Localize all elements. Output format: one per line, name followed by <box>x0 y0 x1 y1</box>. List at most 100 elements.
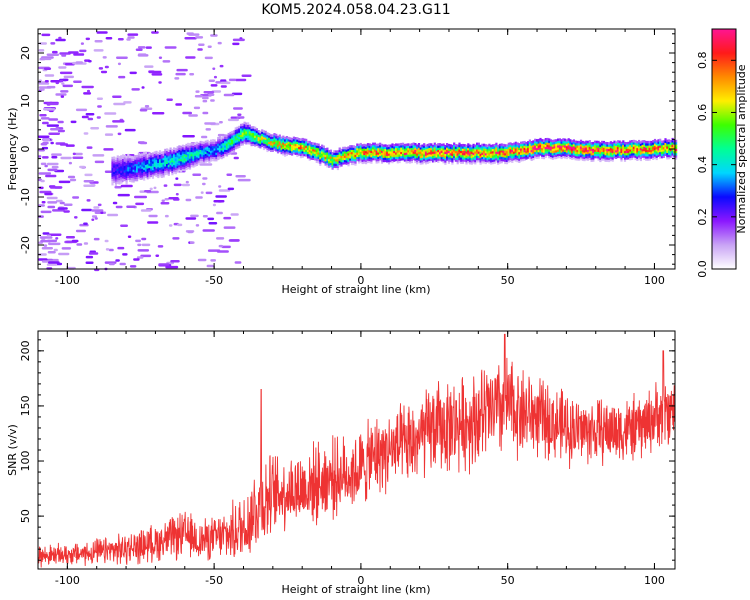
heatmap-cell <box>571 146 574 150</box>
heatmap-cell <box>241 125 244 129</box>
heatmap-cell <box>449 152 452 156</box>
heatmap-cell <box>421 148 424 152</box>
heatmap-cell <box>387 153 391 156</box>
heatmap-cell <box>382 155 385 158</box>
heatmap-cell <box>511 158 514 161</box>
heatmap-cell <box>456 153 459 156</box>
heatmap-cell <box>317 160 320 164</box>
heatmap-cell <box>195 141 199 145</box>
heatmap-cell <box>218 153 221 157</box>
heatmap-cell <box>134 157 137 160</box>
heatmap-cell <box>324 156 327 160</box>
heatmap-cell <box>338 156 341 159</box>
heatmap-cell <box>511 153 514 157</box>
heatmap-cell <box>120 170 123 173</box>
heatmap-cell <box>641 142 644 145</box>
heatmap-cell <box>435 146 438 149</box>
heatmap-cell <box>261 133 264 137</box>
heatmap-cell <box>129 168 132 172</box>
heatmap-cell <box>113 165 116 168</box>
heatmap-cell <box>194 159 197 163</box>
heatmap-cell <box>571 144 574 147</box>
heatmap-cell <box>81 115 89 119</box>
heatmap-cell <box>250 137 253 140</box>
heatmap-cell <box>400 158 403 161</box>
heatmap-cell <box>143 156 146 160</box>
heatmap-cell <box>268 148 271 151</box>
heatmap-cell <box>234 146 237 150</box>
heatmap-cell <box>350 147 354 150</box>
heatmap-cell <box>170 260 180 263</box>
heatmap-cell <box>565 150 568 153</box>
heatmap-cell <box>204 122 216 125</box>
heatmap-cell <box>481 143 484 147</box>
heatmap-cell <box>350 153 354 157</box>
heatmap-cell <box>164 151 167 154</box>
heatmap-cell <box>247 126 250 130</box>
heatmap-cell <box>380 150 384 153</box>
heatmap-cell <box>155 172 158 175</box>
heatmap-cell <box>169 151 172 155</box>
heatmap-cell <box>588 157 591 160</box>
heatmap-cell <box>548 149 551 152</box>
heatmap-cell <box>675 146 678 149</box>
heatmap-cell <box>410 158 413 161</box>
heatmap-cell <box>474 146 477 150</box>
heatmap-cell <box>336 154 339 158</box>
heatmap-cell <box>166 159 169 162</box>
heatmap-cell <box>201 145 204 149</box>
heatmap-cell <box>252 126 255 129</box>
heatmap-cell <box>146 155 149 158</box>
heatmap-cell <box>215 148 218 151</box>
heatmap-cell <box>201 135 208 139</box>
heatmap-cell <box>38 253 47 256</box>
heatmap-cell <box>502 146 505 149</box>
heatmap-cell <box>476 149 479 152</box>
heatmap-cell <box>444 149 447 152</box>
heatmap-cell <box>571 157 574 160</box>
heatmap-cell <box>137 172 140 175</box>
heatmap-cell <box>504 144 507 147</box>
heatmap-cell <box>599 142 602 145</box>
heatmap-cell <box>557 147 560 150</box>
heatmap-cell <box>412 151 415 154</box>
heatmap-cell <box>171 153 174 156</box>
heatmap-cell <box>615 154 618 157</box>
heatmap-cell <box>232 143 236 146</box>
heatmap-cell <box>231 143 234 147</box>
heatmap-cell <box>194 142 197 146</box>
heatmap-cell <box>282 150 285 154</box>
heatmap-cell <box>168 224 173 227</box>
heatmap-cell <box>118 179 121 183</box>
heatmap-cell <box>662 155 665 158</box>
heatmap-cell <box>539 137 542 141</box>
heatmap-cell <box>130 177 133 181</box>
heatmap-cell <box>387 151 391 154</box>
heatmap-cell <box>636 143 639 146</box>
heatmap-cell <box>299 149 302 152</box>
heatmap-cell <box>518 153 521 157</box>
heatmap-cell <box>158 158 162 162</box>
heatmap-cell <box>51 156 58 159</box>
heatmap-cell <box>310 157 313 160</box>
heatmap-cell <box>488 143 491 147</box>
heatmap-cell <box>595 155 598 159</box>
heatmap-cell <box>313 147 317 150</box>
heatmap-cell <box>220 81 231 85</box>
heatmap-cell <box>151 156 155 160</box>
heatmap-cell <box>143 178 146 181</box>
heatmap-cell <box>206 264 214 268</box>
heatmap-cell <box>173 153 176 157</box>
heatmap-cell <box>585 142 588 146</box>
heatmap-cell <box>514 143 517 147</box>
heatmap-cell <box>645 140 648 144</box>
heatmap-cell <box>181 144 184 148</box>
heatmap-cell <box>599 153 602 156</box>
heatmap-cell <box>403 156 406 160</box>
heatmap-cell <box>472 150 475 153</box>
heatmap-cell <box>141 86 145 89</box>
heatmap-cell <box>175 193 179 196</box>
heatmap-cell <box>180 167 183 170</box>
heatmap-cell <box>236 133 239 136</box>
heatmap-cell <box>206 146 209 149</box>
